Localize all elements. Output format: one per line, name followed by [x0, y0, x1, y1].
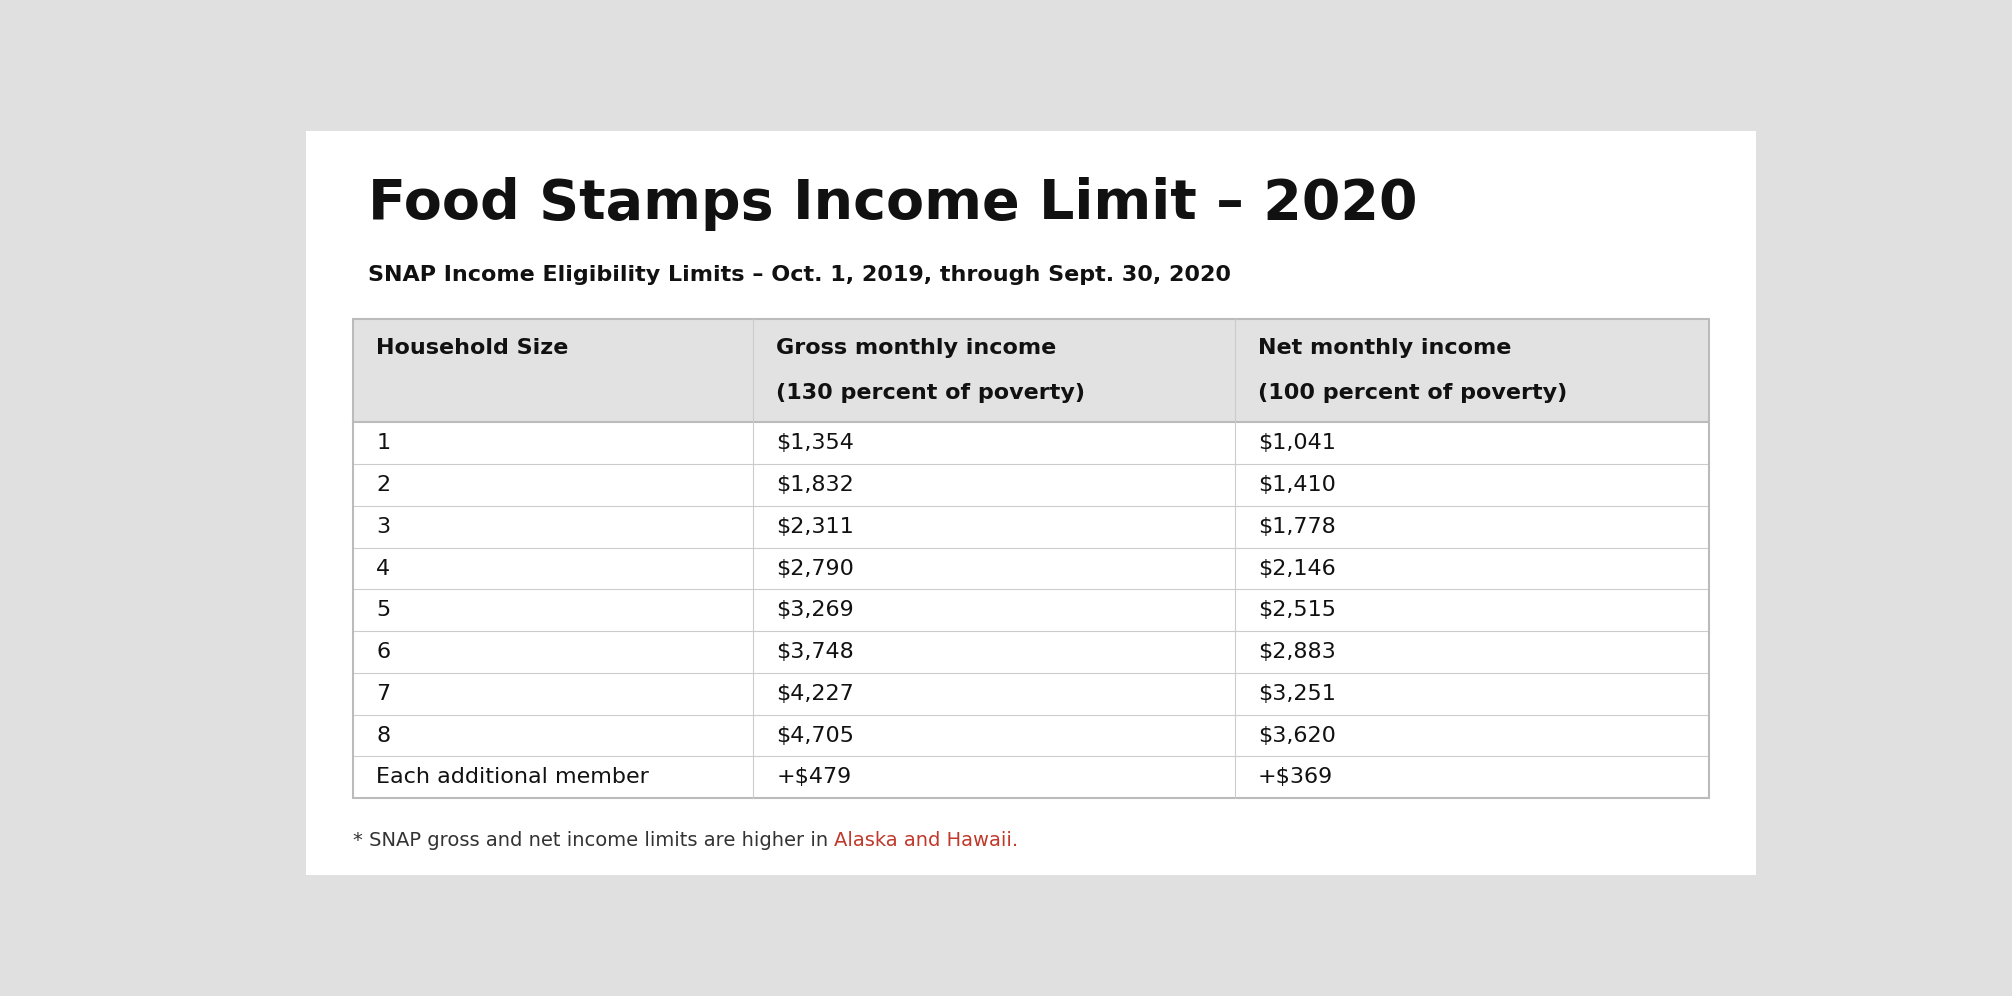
- Text: +$369: +$369: [1258, 767, 1334, 788]
- FancyBboxPatch shape: [352, 319, 1710, 422]
- Text: 3: 3: [376, 517, 390, 537]
- Text: $2,790: $2,790: [777, 559, 855, 579]
- Text: Net monthly income: Net monthly income: [1258, 338, 1511, 358]
- Text: (130 percent of poverty): (130 percent of poverty): [777, 383, 1084, 403]
- Text: 1: 1: [376, 433, 390, 453]
- Text: Household Size: Household Size: [376, 338, 569, 358]
- Text: Gross monthly income: Gross monthly income: [777, 338, 1056, 358]
- Text: $3,251: $3,251: [1258, 684, 1336, 704]
- FancyBboxPatch shape: [352, 673, 1710, 715]
- Text: $2,515: $2,515: [1258, 601, 1336, 621]
- Text: $1,410: $1,410: [1258, 475, 1336, 495]
- Text: Each additional member: Each additional member: [376, 767, 650, 788]
- Text: $3,748: $3,748: [777, 642, 855, 662]
- FancyBboxPatch shape: [352, 631, 1710, 673]
- Text: SNAP Income Eligibility Limits – Oct. 1, 2019, through Sept. 30, 2020: SNAP Income Eligibility Limits – Oct. 1,…: [368, 265, 1231, 285]
- Text: 2: 2: [376, 475, 390, 495]
- Text: $1,778: $1,778: [1258, 517, 1336, 537]
- Text: $4,705: $4,705: [777, 726, 855, 746]
- FancyBboxPatch shape: [352, 506, 1710, 548]
- Text: 5: 5: [376, 601, 390, 621]
- FancyBboxPatch shape: [352, 422, 1710, 464]
- FancyBboxPatch shape: [352, 464, 1710, 506]
- FancyBboxPatch shape: [352, 715, 1710, 757]
- Text: $2,311: $2,311: [777, 517, 855, 537]
- FancyBboxPatch shape: [352, 590, 1710, 631]
- Text: $1,354: $1,354: [777, 433, 855, 453]
- Text: $1,041: $1,041: [1258, 433, 1336, 453]
- Text: $3,269: $3,269: [777, 601, 855, 621]
- Text: (100 percent of poverty): (100 percent of poverty): [1258, 383, 1567, 403]
- Text: 8: 8: [376, 726, 390, 746]
- FancyBboxPatch shape: [352, 757, 1710, 798]
- Text: Alaska and Hawaii.: Alaska and Hawaii.: [835, 831, 1018, 850]
- Text: $4,227: $4,227: [777, 684, 855, 704]
- FancyBboxPatch shape: [352, 548, 1710, 590]
- Text: $2,883: $2,883: [1258, 642, 1336, 662]
- Text: Food Stamps Income Limit – 2020: Food Stamps Income Limit – 2020: [368, 177, 1418, 231]
- Text: 6: 6: [376, 642, 390, 662]
- Text: $2,146: $2,146: [1258, 559, 1336, 579]
- Text: * SNAP gross and net income limits are higher in: * SNAP gross and net income limits are h…: [352, 831, 835, 850]
- Text: 4: 4: [376, 559, 390, 579]
- Text: 7: 7: [376, 684, 390, 704]
- FancyBboxPatch shape: [306, 131, 1756, 874]
- Text: +$479: +$479: [777, 767, 851, 788]
- Text: $3,620: $3,620: [1258, 726, 1336, 746]
- Text: $1,832: $1,832: [777, 475, 855, 495]
